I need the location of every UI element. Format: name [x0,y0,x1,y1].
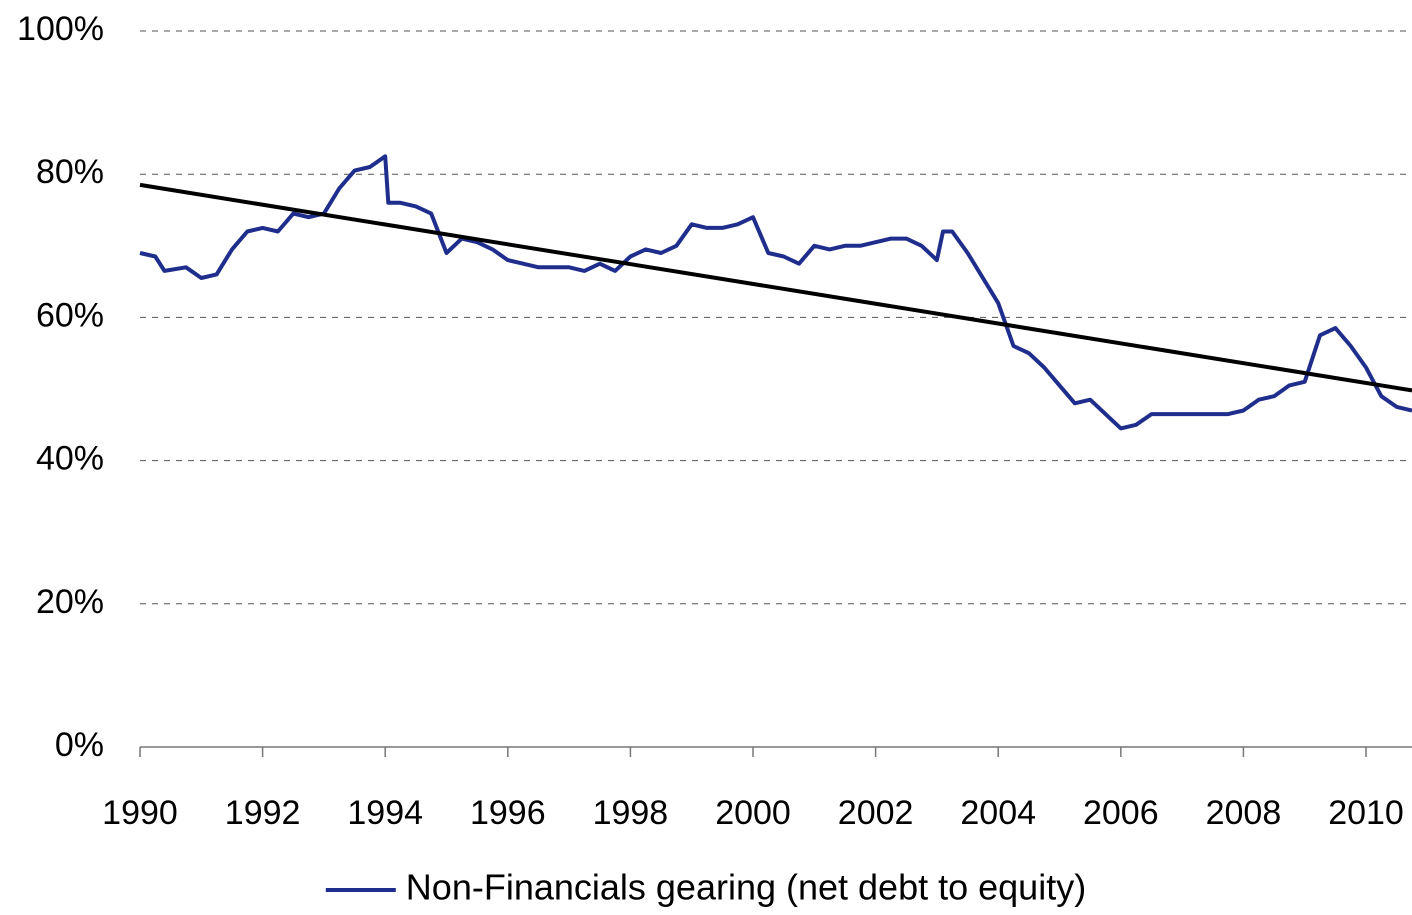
x-tick-label: 2004 [960,794,1036,832]
data-line [139,154,1412,431]
x-tick-label: 2002 [838,794,914,832]
x-tick-label: 2010 [1328,794,1404,832]
x-tick-label: 1990 [102,794,178,832]
y-tick-label: 80% [36,153,104,191]
trend-line [139,182,1412,393]
legend-label: Non-Financials gearing (net debt to equi… [406,867,1086,908]
x-tick-label: 1996 [470,794,546,832]
y-tick-label: 20% [36,583,104,621]
legend: Non-Financials gearing (net debt to equi… [325,867,1086,908]
x-tick-label: 2000 [715,794,791,832]
y-tick-label: 100% [17,10,104,48]
y-tick-label: 40% [36,440,104,478]
y-tick-label: 0% [55,726,104,764]
x-tick-label: 2006 [1083,794,1159,832]
x-tick-label: 1994 [347,794,423,832]
y-tick-label: 60% [36,296,104,334]
x-tick-label: 2008 [1206,794,1282,832]
x-tick-label: 1992 [225,794,301,832]
x-tick-label: 1998 [593,794,669,832]
